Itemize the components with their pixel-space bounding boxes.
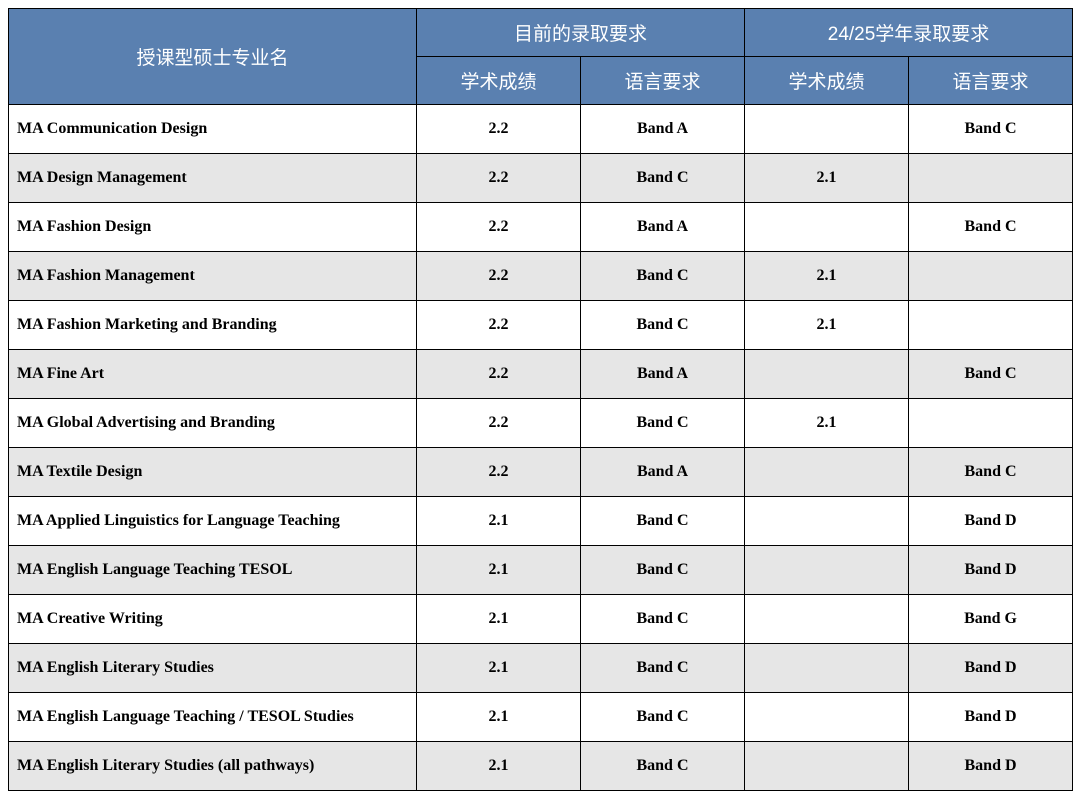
cell-current-academic: 2.1	[417, 595, 581, 644]
cell-next-language: Band D	[909, 693, 1073, 742]
cell-program: MA Design Management	[9, 154, 417, 203]
cell-current-language: Band C	[581, 546, 745, 595]
table-row: MA Fashion Management2.2Band C2.1	[9, 252, 1073, 301]
cell-current-language: Band C	[581, 301, 745, 350]
cell-current-academic: 2.2	[417, 399, 581, 448]
table-row: MA Fine Art2.2Band A Band C	[9, 350, 1073, 399]
cell-program: MA Applied Linguistics for Language Teac…	[9, 497, 417, 546]
cell-next-academic	[745, 742, 909, 791]
cell-program: MA Global Advertising and Branding	[9, 399, 417, 448]
cell-next-academic	[745, 595, 909, 644]
table-row: MA Communication Design2.2Band A Band C	[9, 105, 1073, 154]
cell-current-language: Band C	[581, 497, 745, 546]
cell-current-language: Band A	[581, 448, 745, 497]
header-program: 授课型硕士专业名	[9, 9, 417, 105]
cell-current-language: Band C	[581, 399, 745, 448]
table-row: MA Fashion Marketing and Branding2.2Band…	[9, 301, 1073, 350]
cell-current-academic: 2.1	[417, 644, 581, 693]
cell-current-language: Band A	[581, 105, 745, 154]
header-next-academic: 学术成绩	[745, 57, 909, 105]
cell-program: MA English Language Teaching / TESOL Stu…	[9, 693, 417, 742]
cell-next-language	[909, 301, 1073, 350]
cell-next-language: Band G	[909, 595, 1073, 644]
cell-next-academic	[745, 497, 909, 546]
cell-next-academic	[745, 693, 909, 742]
cell-next-language: Band C	[909, 350, 1073, 399]
table-row: MA English Language Teaching TESOL2.1Ban…	[9, 546, 1073, 595]
table-row: MA Textile Design2.2Band A Band C	[9, 448, 1073, 497]
cell-next-academic	[745, 203, 909, 252]
table-body: MA Communication Design2.2Band ABand CMA…	[9, 105, 1073, 791]
cell-current-academic: 2.1	[417, 497, 581, 546]
cell-current-academic: 2.1	[417, 693, 581, 742]
cell-current-academic: 2.1	[417, 546, 581, 595]
cell-next-language: Band D	[909, 742, 1073, 791]
cell-next-language	[909, 399, 1073, 448]
cell-next-academic: 2.1	[745, 399, 909, 448]
cell-program: MA Fine Art	[9, 350, 417, 399]
cell-next-academic	[745, 448, 909, 497]
cell-program: MA English Literary Studies	[9, 644, 417, 693]
cell-next-language: Band C	[909, 105, 1073, 154]
cell-next-academic	[745, 644, 909, 693]
cell-current-language: Band C	[581, 644, 745, 693]
cell-next-language: Band D	[909, 497, 1073, 546]
cell-program: MA Fashion Management	[9, 252, 417, 301]
cell-next-language: Band C	[909, 448, 1073, 497]
cell-current-academic: 2.1	[417, 742, 581, 791]
cell-current-language: Band A	[581, 350, 745, 399]
cell-current-academic: 2.2	[417, 252, 581, 301]
table-row: MA Global Advertising and Branding2.2Ban…	[9, 399, 1073, 448]
table-row: MA Fashion Design2.2Band A Band C	[9, 203, 1073, 252]
table-row: MA English Literary Studies2.1Band C Band…	[9, 644, 1073, 693]
cell-program: MA Textile Design	[9, 448, 417, 497]
cell-next-academic: 2.1	[745, 252, 909, 301]
cell-current-academic: 2.2	[417, 448, 581, 497]
cell-current-language: Band C	[581, 595, 745, 644]
header-current-academic: 学术成绩	[417, 57, 581, 105]
cell-next-language	[909, 154, 1073, 203]
header-current-language: 语言要求	[581, 57, 745, 105]
cell-current-language: Band A	[581, 203, 745, 252]
table-header: 授课型硕士专业名 目前的录取要求 24/25学年录取要求 学术成绩 语言要求 学…	[9, 9, 1073, 105]
cell-next-language: Band C	[909, 203, 1073, 252]
cell-current-language: Band C	[581, 742, 745, 791]
table-row: MA English Literary Studies (all pathway…	[9, 742, 1073, 791]
cell-next-academic	[745, 105, 909, 154]
cell-next-academic: 2.1	[745, 154, 909, 203]
header-next-language: 语言要求	[909, 57, 1073, 105]
cell-next-language: Band D	[909, 644, 1073, 693]
header-group-next: 24/25学年录取要求	[745, 9, 1073, 57]
cell-current-academic: 2.2	[417, 105, 581, 154]
cell-current-language: Band C	[581, 252, 745, 301]
cell-current-language: Band C	[581, 154, 745, 203]
cell-program: MA Fashion Marketing and Branding	[9, 301, 417, 350]
cell-program: MA English Literary Studies (all pathway…	[9, 742, 417, 791]
cell-next-language: Band D	[909, 546, 1073, 595]
table-row: MA Design Management2.2Band C2.1	[9, 154, 1073, 203]
cell-next-academic	[745, 546, 909, 595]
cell-next-academic	[745, 350, 909, 399]
cell-program: MA Communication Design	[9, 105, 417, 154]
table-row: MA Applied Linguistics for Language Teac…	[9, 497, 1073, 546]
cell-program: MA English Language Teaching TESOL	[9, 546, 417, 595]
admissions-table: 授课型硕士专业名 目前的录取要求 24/25学年录取要求 学术成绩 语言要求 学…	[8, 8, 1073, 791]
cell-next-academic: 2.1	[745, 301, 909, 350]
cell-current-language: Band C	[581, 693, 745, 742]
header-group-current: 目前的录取要求	[417, 9, 745, 57]
cell-next-language	[909, 252, 1073, 301]
cell-program: MA Creative Writing	[9, 595, 417, 644]
cell-current-academic: 2.2	[417, 203, 581, 252]
cell-current-academic: 2.2	[417, 154, 581, 203]
cell-program: MA Fashion Design	[9, 203, 417, 252]
table-row: MA English Language Teaching / TESOL Stu…	[9, 693, 1073, 742]
cell-current-academic: 2.2	[417, 350, 581, 399]
cell-current-academic: 2.2	[417, 301, 581, 350]
table-row: MA Creative Writing2.1Band C Band G	[9, 595, 1073, 644]
